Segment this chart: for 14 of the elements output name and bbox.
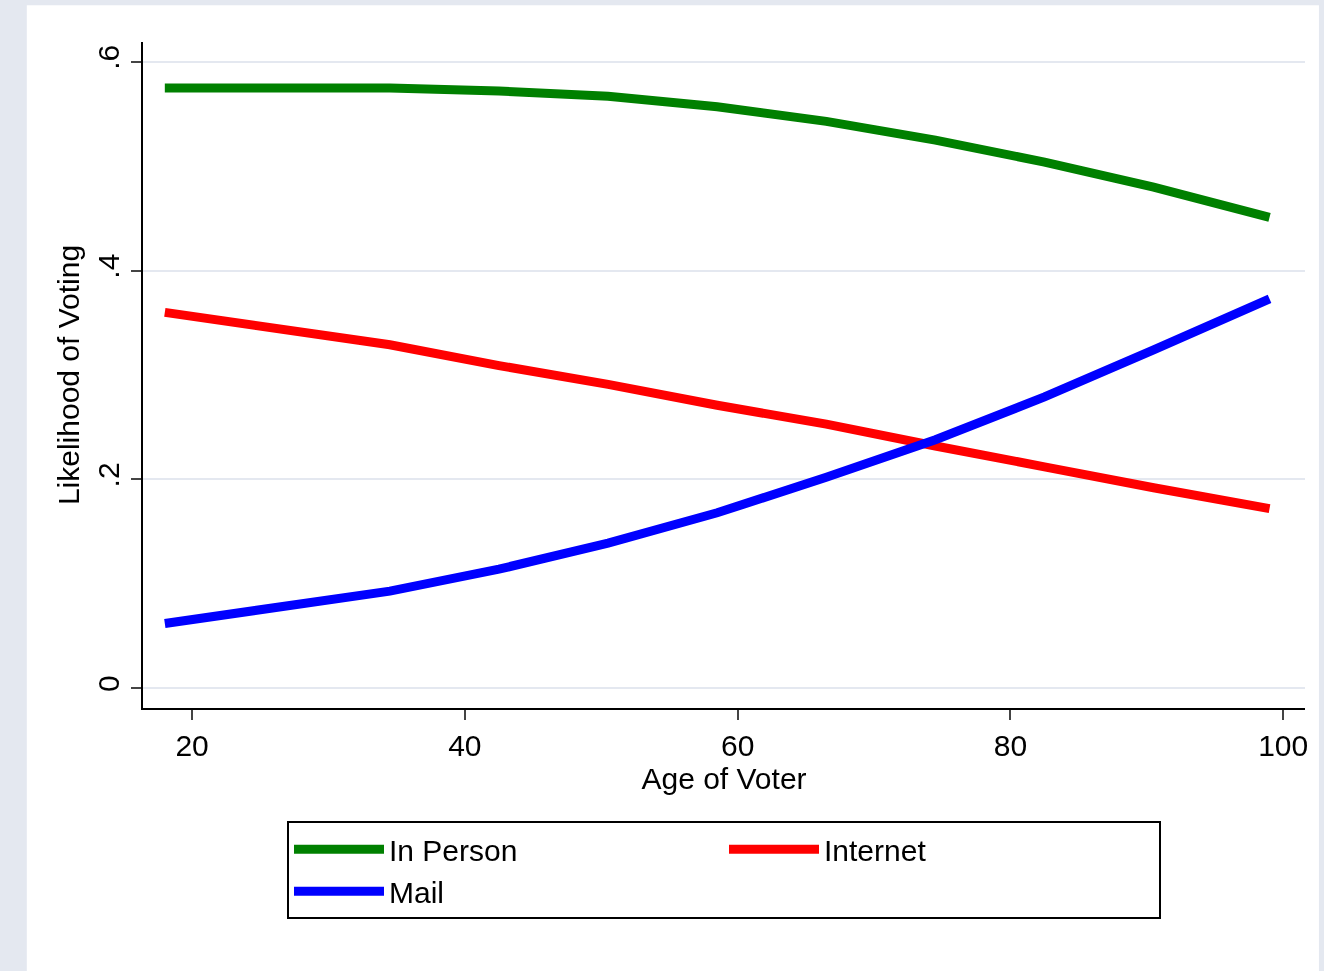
x-tick-label: 20 bbox=[175, 729, 209, 762]
legend-label: Mail bbox=[389, 875, 445, 909]
x-tick-label: 80 bbox=[993, 729, 1028, 762]
x-tick-label: 100 bbox=[1258, 729, 1309, 762]
x-axis-title: Age of Voter bbox=[641, 762, 807, 795]
legend-label: Internet bbox=[824, 833, 927, 867]
legend-label: In Person bbox=[389, 833, 518, 867]
y-tick-label: .4 bbox=[92, 253, 125, 279]
y-axis-title: Likelihood of Voting bbox=[51, 244, 85, 506]
x-tick-label: 60 bbox=[720, 729, 755, 762]
y-tick-label: 0 bbox=[92, 675, 125, 693]
y-tick-label: .6 bbox=[92, 44, 125, 70]
y-tick-label: .2 bbox=[92, 462, 125, 488]
x-tick-label: 40 bbox=[448, 729, 482, 762]
